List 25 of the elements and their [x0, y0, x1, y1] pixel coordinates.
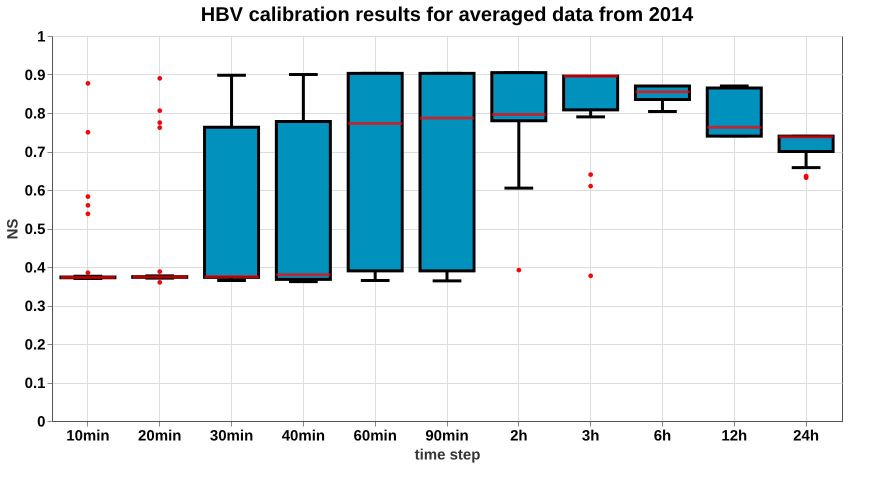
- x-tick-label: 30min: [210, 428, 254, 444]
- chart-title: HBV calibration results for averaged data from 2014: [200, 4, 694, 26]
- y-tick-label: 0.6: [24, 182, 46, 200]
- y-tick-label: 0.3: [24, 298, 46, 315]
- y-tick-label: 0.7: [24, 144, 46, 161]
- x-tick-label: 2h: [510, 428, 528, 444]
- x-tick-label: 6h: [654, 428, 672, 444]
- x-tick-label: 12h: [721, 428, 748, 444]
- x-tick-label: 3h: [582, 428, 600, 444]
- y-tick-label: 0.5: [24, 221, 46, 238]
- y-tick-label: 0.2: [24, 336, 46, 354]
- x-tick-label: 10min: [66, 428, 110, 444]
- x-axis-title: time step: [414, 446, 480, 464]
- x-tick-label: 20min: [138, 428, 182, 444]
- x-tick-label: 24h: [793, 428, 820, 444]
- y-tick-label: 0.9: [24, 67, 46, 84]
- y-tick-label: 0.8: [24, 106, 46, 122]
- x-tick-label: 40min: [282, 428, 326, 444]
- y-axis-title: NS: [4, 218, 22, 240]
- y-tick-label: 0: [37, 414, 46, 430]
- y-tick-label: 0.1: [24, 375, 46, 392]
- y-tick-label: 1: [37, 28, 46, 46]
- x-tick-label: 60min: [354, 428, 397, 444]
- x-tick-label: 90min: [425, 428, 469, 444]
- y-tick-label: 0.4: [24, 260, 46, 276]
